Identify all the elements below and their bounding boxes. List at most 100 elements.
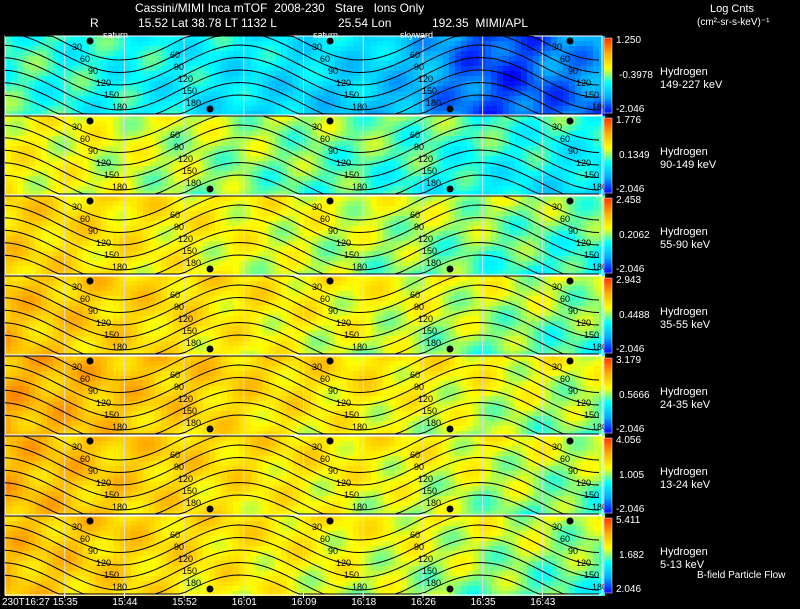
heatmap-cell (5, 196, 11, 201)
heatmap-cell (413, 186, 419, 191)
heatmap-cell (125, 226, 131, 231)
heatmap-cell (191, 256, 197, 261)
heatmap-cell (149, 146, 155, 151)
heatmap-cell (269, 156, 275, 161)
heatmap-cell (245, 251, 251, 256)
heatmap-cell (443, 51, 449, 56)
heatmap-cell (305, 126, 311, 131)
heatmap-cell (131, 166, 137, 171)
heatmap-cell (515, 226, 521, 231)
heatmap-cell (347, 41, 353, 46)
heatmap-cell (413, 116, 419, 121)
heatmap-cell (53, 96, 59, 101)
saturn-direction-dot (86, 117, 94, 125)
heatmap-cell (245, 121, 251, 126)
heatmap-cell (317, 51, 323, 56)
heatmap-cell (311, 141, 317, 146)
heatmap-cell (329, 251, 335, 256)
heatmap-cell (545, 226, 551, 231)
heatmap-cell (527, 46, 533, 51)
heatmap-cell (77, 91, 83, 96)
contour-label: 90 (88, 226, 98, 236)
heatmap-cell (35, 201, 41, 206)
heatmap-cell (527, 156, 533, 161)
heatmap-cell (155, 241, 161, 246)
heatmap-cell (53, 106, 59, 111)
heatmap-cell (287, 86, 293, 91)
heatmap-cell (587, 201, 593, 206)
heatmap-cell (233, 81, 239, 86)
heatmap-cell (377, 151, 383, 156)
heatmap-cell (119, 81, 125, 86)
heatmap-cell (107, 141, 113, 146)
heatmap-cell (155, 161, 161, 166)
heatmap-cell (161, 186, 167, 191)
heatmap-cell (227, 91, 233, 96)
heatmap-cell (437, 251, 443, 256)
heatmap-cell (401, 76, 407, 81)
heatmap-cell (17, 126, 23, 131)
heatmap-cell (77, 116, 83, 121)
heatmap-cell (53, 171, 59, 176)
heatmap-cell (503, 101, 509, 106)
heatmap-cell (431, 266, 437, 271)
heatmap-cell (95, 36, 101, 41)
heatmap-cell (395, 101, 401, 106)
heatmap-cell (425, 91, 431, 96)
heatmap-cell (71, 46, 77, 51)
heatmap-cell (113, 216, 119, 221)
heatmap-cell (215, 56, 221, 61)
heatmap-cell (335, 96, 341, 101)
heatmap-cell (275, 191, 281, 196)
heatmap-cell (131, 221, 137, 226)
heatmap-cell (401, 51, 407, 56)
heatmap-cell (131, 236, 137, 241)
heatmap-cell (239, 261, 245, 266)
heatmap-cell (83, 166, 89, 171)
heatmap-cell (491, 76, 497, 81)
contour-label: 120 (576, 238, 591, 248)
heatmap-cell (533, 66, 539, 71)
heatmap-cell (11, 131, 17, 136)
heatmap-cell (269, 96, 275, 101)
heatmap-cell (119, 61, 125, 66)
heatmap-cell (563, 86, 569, 91)
heatmap-cell (533, 51, 539, 56)
heatmap-cell (551, 206, 557, 211)
heatmap-cell (83, 256, 89, 261)
heatmap-cell (65, 241, 71, 246)
heatmap-cell (563, 56, 569, 61)
heatmap-cell (299, 216, 305, 221)
heatmap-cell (389, 201, 395, 206)
heatmap-cell (593, 61, 599, 66)
heatmap-cell (245, 271, 251, 276)
heatmap-cell (71, 176, 77, 181)
heatmap-cell (287, 116, 293, 121)
heatmap-cell (395, 36, 401, 41)
heatmap-cell (95, 166, 101, 171)
heatmap-cell (101, 86, 107, 91)
heatmap-cell (161, 216, 167, 221)
heatmap-cell (437, 126, 443, 131)
heatmap-cell (287, 36, 293, 41)
heatmap-cell (569, 261, 575, 266)
heatmap-cell (203, 241, 209, 246)
heatmap-cell (377, 106, 383, 111)
heatmap-cell (395, 251, 401, 256)
heatmap-cell (107, 36, 113, 41)
heatmap-cell (527, 106, 533, 111)
heatmap-cell (107, 241, 113, 246)
heatmap-cell (443, 211, 449, 216)
heatmap-cell (173, 116, 179, 121)
heatmap-cell (323, 226, 329, 231)
heatmap-cell (77, 251, 83, 256)
heatmap-cell (371, 206, 377, 211)
heatmap-cell (107, 151, 113, 156)
heatmap-cell (239, 91, 245, 96)
heatmap-cell (347, 231, 353, 236)
heatmap-cell (509, 161, 515, 166)
heatmap-cell (581, 206, 587, 211)
heatmap-cell (23, 151, 29, 156)
contour-label: 150 (584, 90, 599, 100)
heatmap-cell (299, 241, 305, 246)
